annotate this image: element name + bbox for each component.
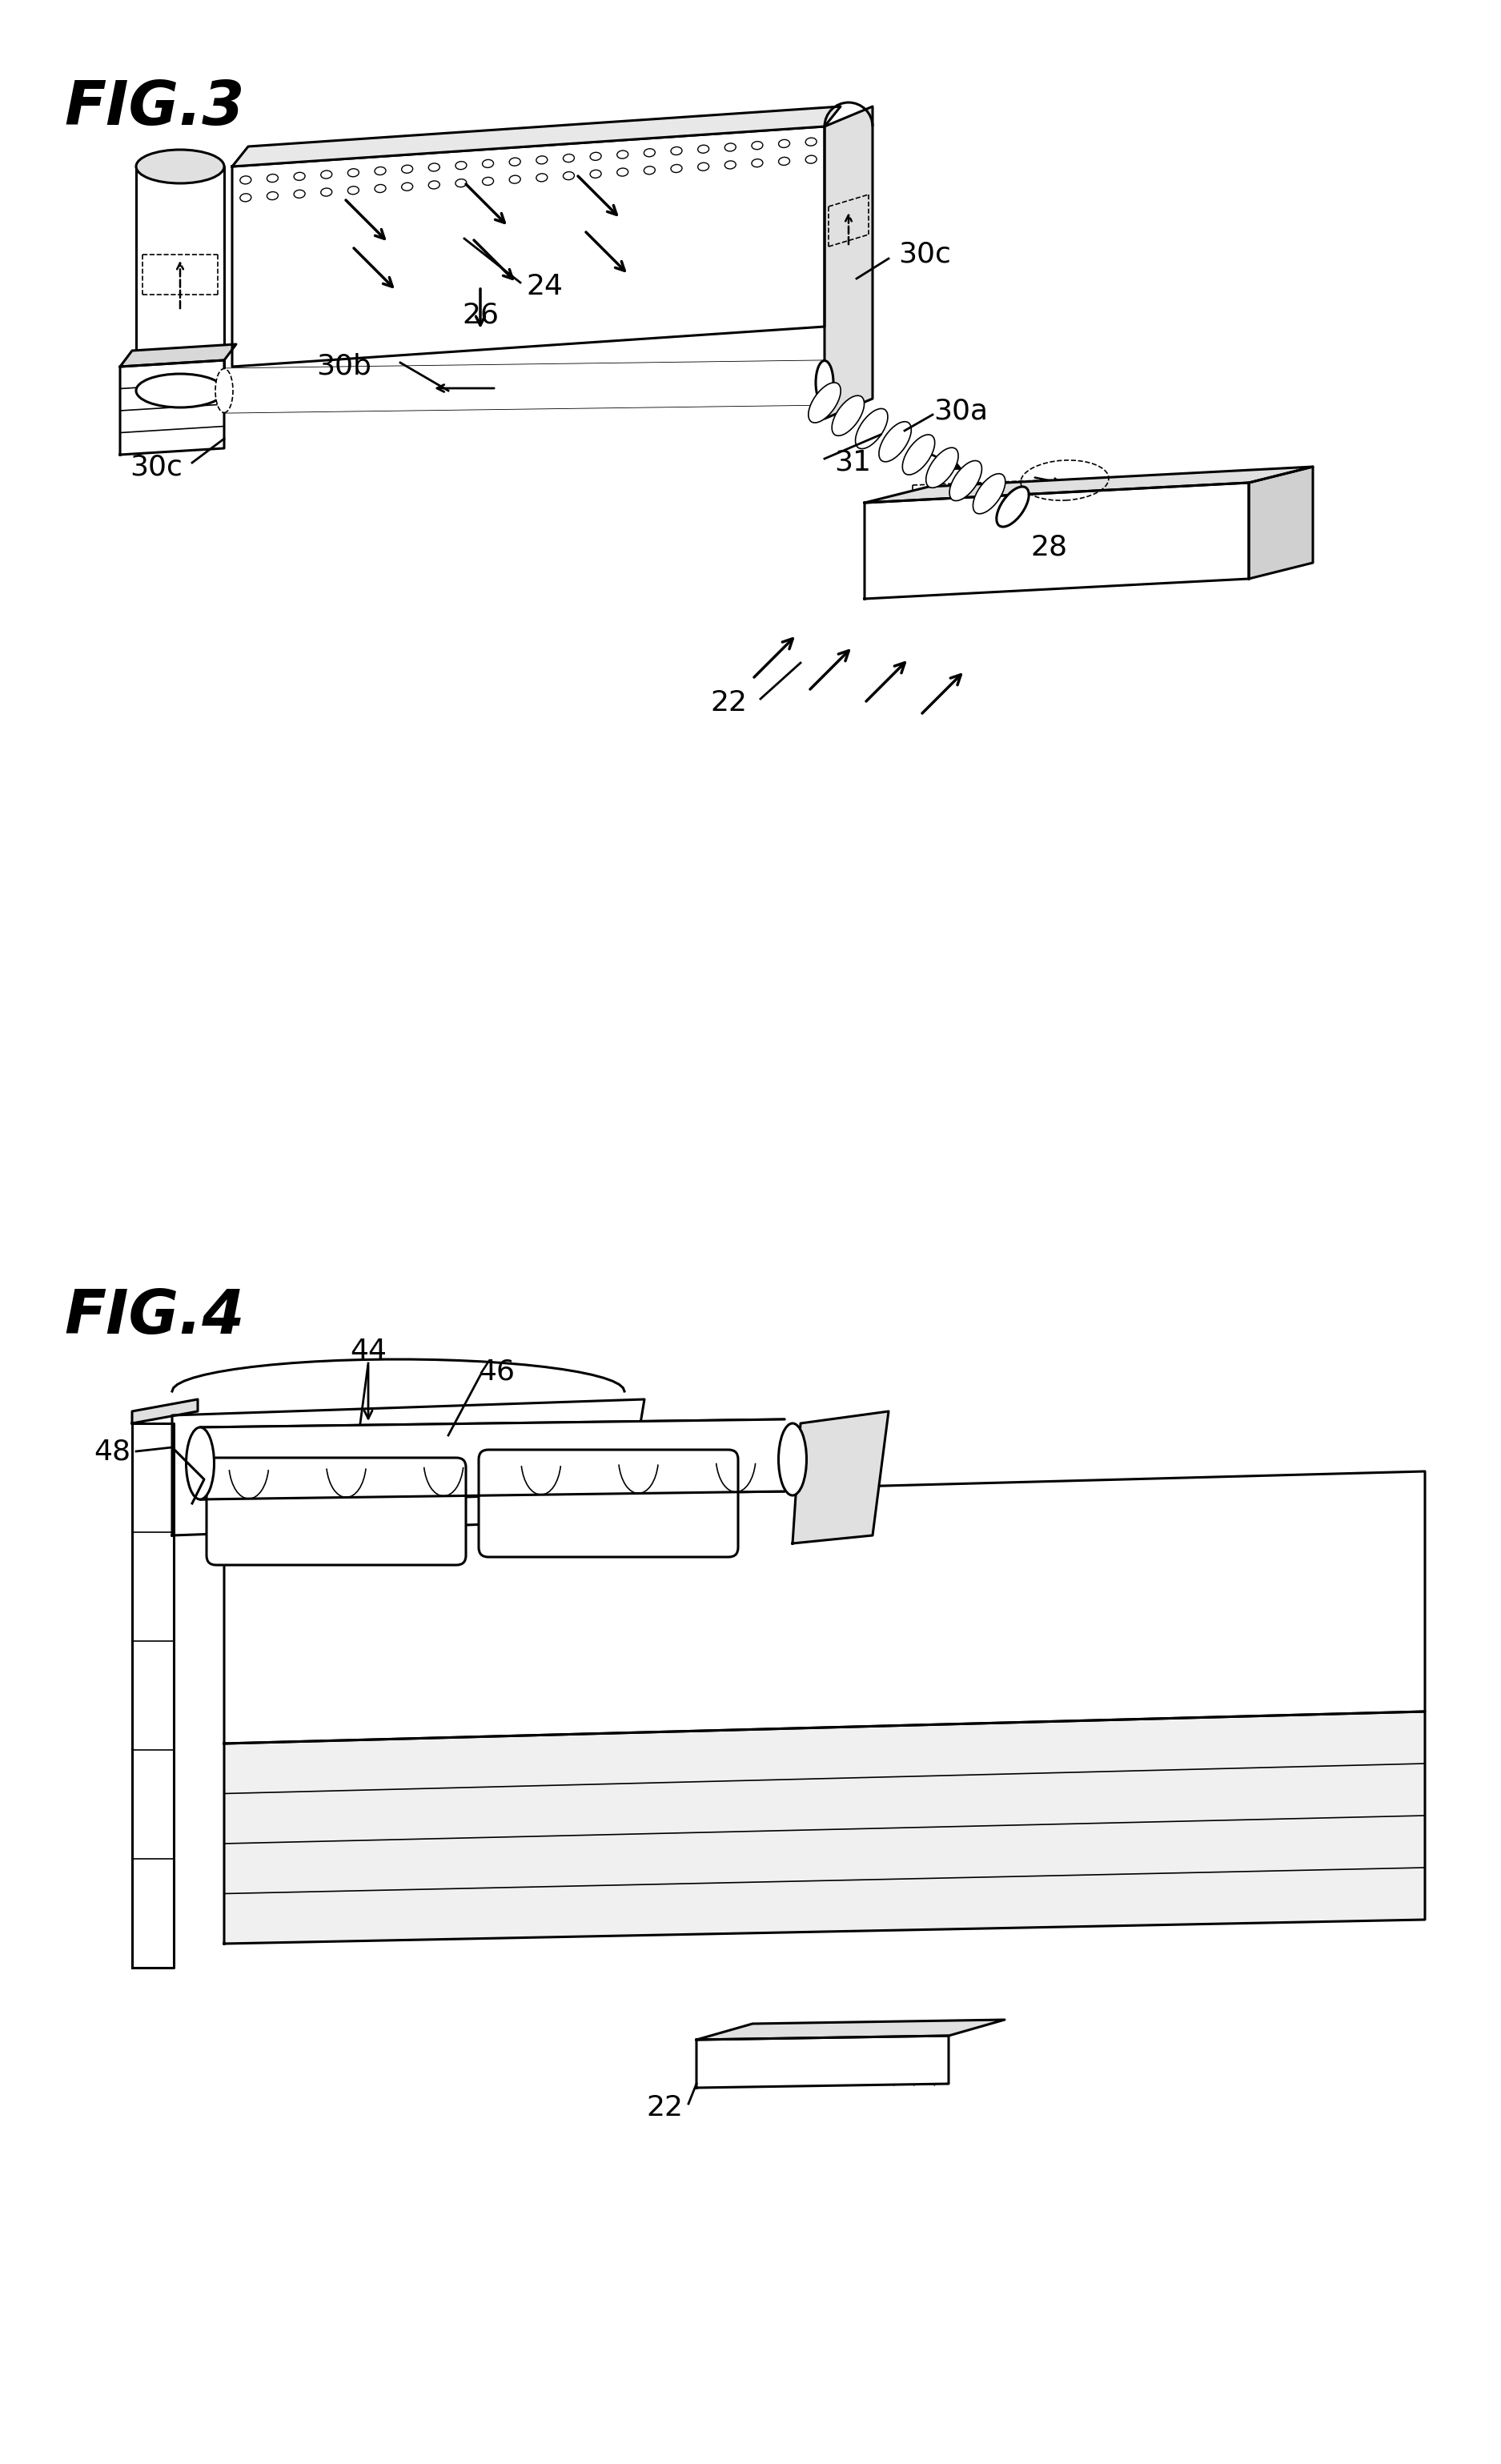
Text: 31: 31 [835,448,871,476]
Ellipse shape [215,370,233,411]
Polygon shape [793,1412,889,1542]
Ellipse shape [950,461,982,500]
Text: 30c: 30c [129,453,183,480]
Polygon shape [224,1712,1424,1944]
Ellipse shape [926,448,958,488]
Ellipse shape [832,397,865,436]
Polygon shape [696,2035,949,2087]
Text: FIG.3: FIG.3 [65,79,245,138]
Polygon shape [865,483,1249,599]
Text: 44: 44 [350,1338,387,1365]
Ellipse shape [137,375,224,407]
Ellipse shape [902,434,935,476]
Text: 22: 22 [645,2094,683,2122]
Polygon shape [824,106,872,419]
Text: 48: 48 [93,1437,131,1466]
Polygon shape [132,1400,198,1424]
Polygon shape [173,1400,644,1535]
Ellipse shape [856,409,887,448]
Polygon shape [120,360,224,456]
Ellipse shape [973,473,1006,515]
Polygon shape [865,466,1313,503]
Text: 24: 24 [525,274,563,301]
Polygon shape [120,345,236,367]
Polygon shape [1249,466,1313,579]
Ellipse shape [815,360,833,404]
Text: 30c: 30c [898,241,952,269]
Polygon shape [224,1471,1424,1745]
Text: 30a: 30a [934,397,988,424]
Polygon shape [233,106,841,168]
Polygon shape [224,362,824,411]
Text: 26: 26 [462,301,498,328]
FancyBboxPatch shape [207,1459,465,1565]
Ellipse shape [779,1424,806,1496]
Polygon shape [137,168,224,392]
Text: FIG.4: FIG.4 [65,1286,245,1345]
Polygon shape [696,2020,1004,2040]
Polygon shape [200,1419,785,1501]
Text: 46: 46 [477,1358,515,1385]
Polygon shape [132,1424,174,1969]
Text: 30b: 30b [317,352,372,379]
Ellipse shape [880,421,911,461]
Ellipse shape [997,488,1028,527]
Text: 22: 22 [710,690,747,717]
FancyBboxPatch shape [479,1449,738,1557]
Text: 28: 28 [1030,532,1067,559]
Ellipse shape [186,1427,215,1501]
Ellipse shape [137,150,224,182]
Polygon shape [233,126,824,367]
Ellipse shape [809,382,841,424]
